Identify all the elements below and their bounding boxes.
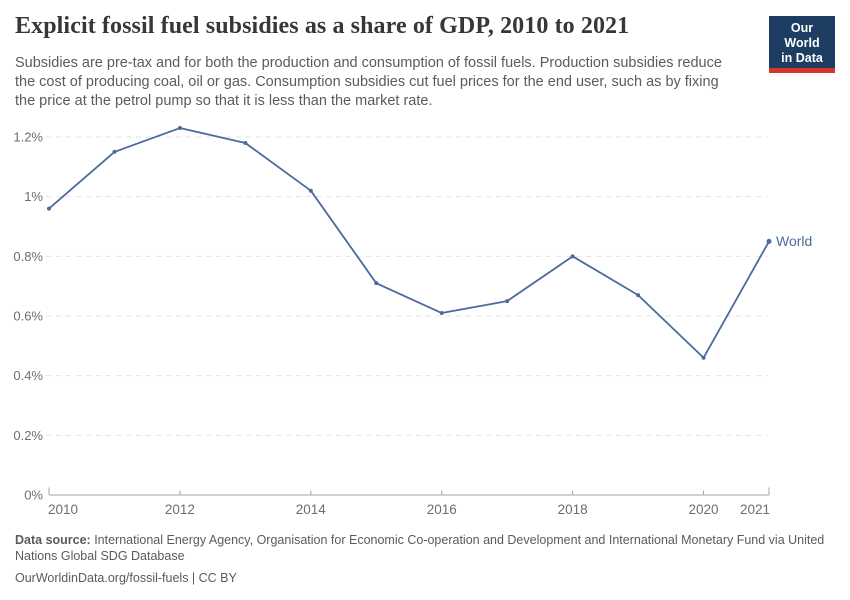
chart-footer: Data source: International Energy Agency… [15,532,830,586]
x-axis-tick-label: 2020 [689,502,719,517]
line-chart[interactable]: 0% 0.2% 0.4% 0.6% 0.8% 1% 1.2% 2010 2012 2014 2016… [0,115,850,525]
y-axis-tick-label: 0.4% [13,368,43,383]
x-axis-tick-label: 2014 [296,502,327,517]
data-point[interactable] [374,281,379,286]
owid-logo-line1: Our World [784,21,820,50]
chart-subtitle: Subsidies are pre-tax and for both the p… [15,54,775,111]
license-link[interactable]: OurWorldinData.org/fossil-fuels | CC BY [15,570,237,585]
y-axis-tick-label: 0.8% [13,249,43,264]
data-source-text: International Energy Agency, Organisatio… [15,533,825,564]
x-axis-tick-label: 2010 [48,502,78,517]
y-axis-tick-label: 0.2% [13,428,43,443]
series-line-world[interactable] [48,127,770,359]
data-point[interactable] [701,355,706,360]
y-axis-tick-label: 1% [24,189,43,204]
y-axis-tick-label: 1.2% [13,130,43,145]
page-title: Explicit fossil fuel subsidies as a shar… [15,13,630,39]
owid-logo[interactable]: Our World in Data [769,16,835,74]
owid-logo-line2: in Data [781,50,823,65]
data-point[interactable] [439,311,444,316]
data-point[interactable] [308,188,313,193]
subtitle-line: the price at the petrol pump so that it … [15,93,433,110]
y-axis-tick-label: 0.6% [13,309,43,324]
data-point[interactable] [177,126,182,131]
x-axis-tick-label: 2016 [427,502,457,517]
data-point[interactable] [505,299,510,304]
subtitle-line: Subsidies are pre-tax and for both the p… [15,55,722,71]
data-point[interactable] [636,293,641,298]
data-point[interactable] [766,238,772,244]
x-axis-tick-label: 2018 [558,502,588,517]
x-axis-tick-label: 2021 [740,502,770,517]
x-axis-tick-label: 2012 [165,502,195,517]
data-point[interactable] [112,149,117,154]
data-point[interactable] [47,206,51,211]
data-point[interactable] [570,254,575,259]
subtitle-line: the cost of producing coal, oil or gas. … [15,74,719,91]
data-source-note: Data source: International Energy Agency… [15,532,830,565]
data-source-label: Data source: [15,533,91,547]
y-axis-tick-label: 0% [24,488,43,503]
data-point[interactable] [243,140,248,145]
series-label-world[interactable]: World [776,233,812,249]
